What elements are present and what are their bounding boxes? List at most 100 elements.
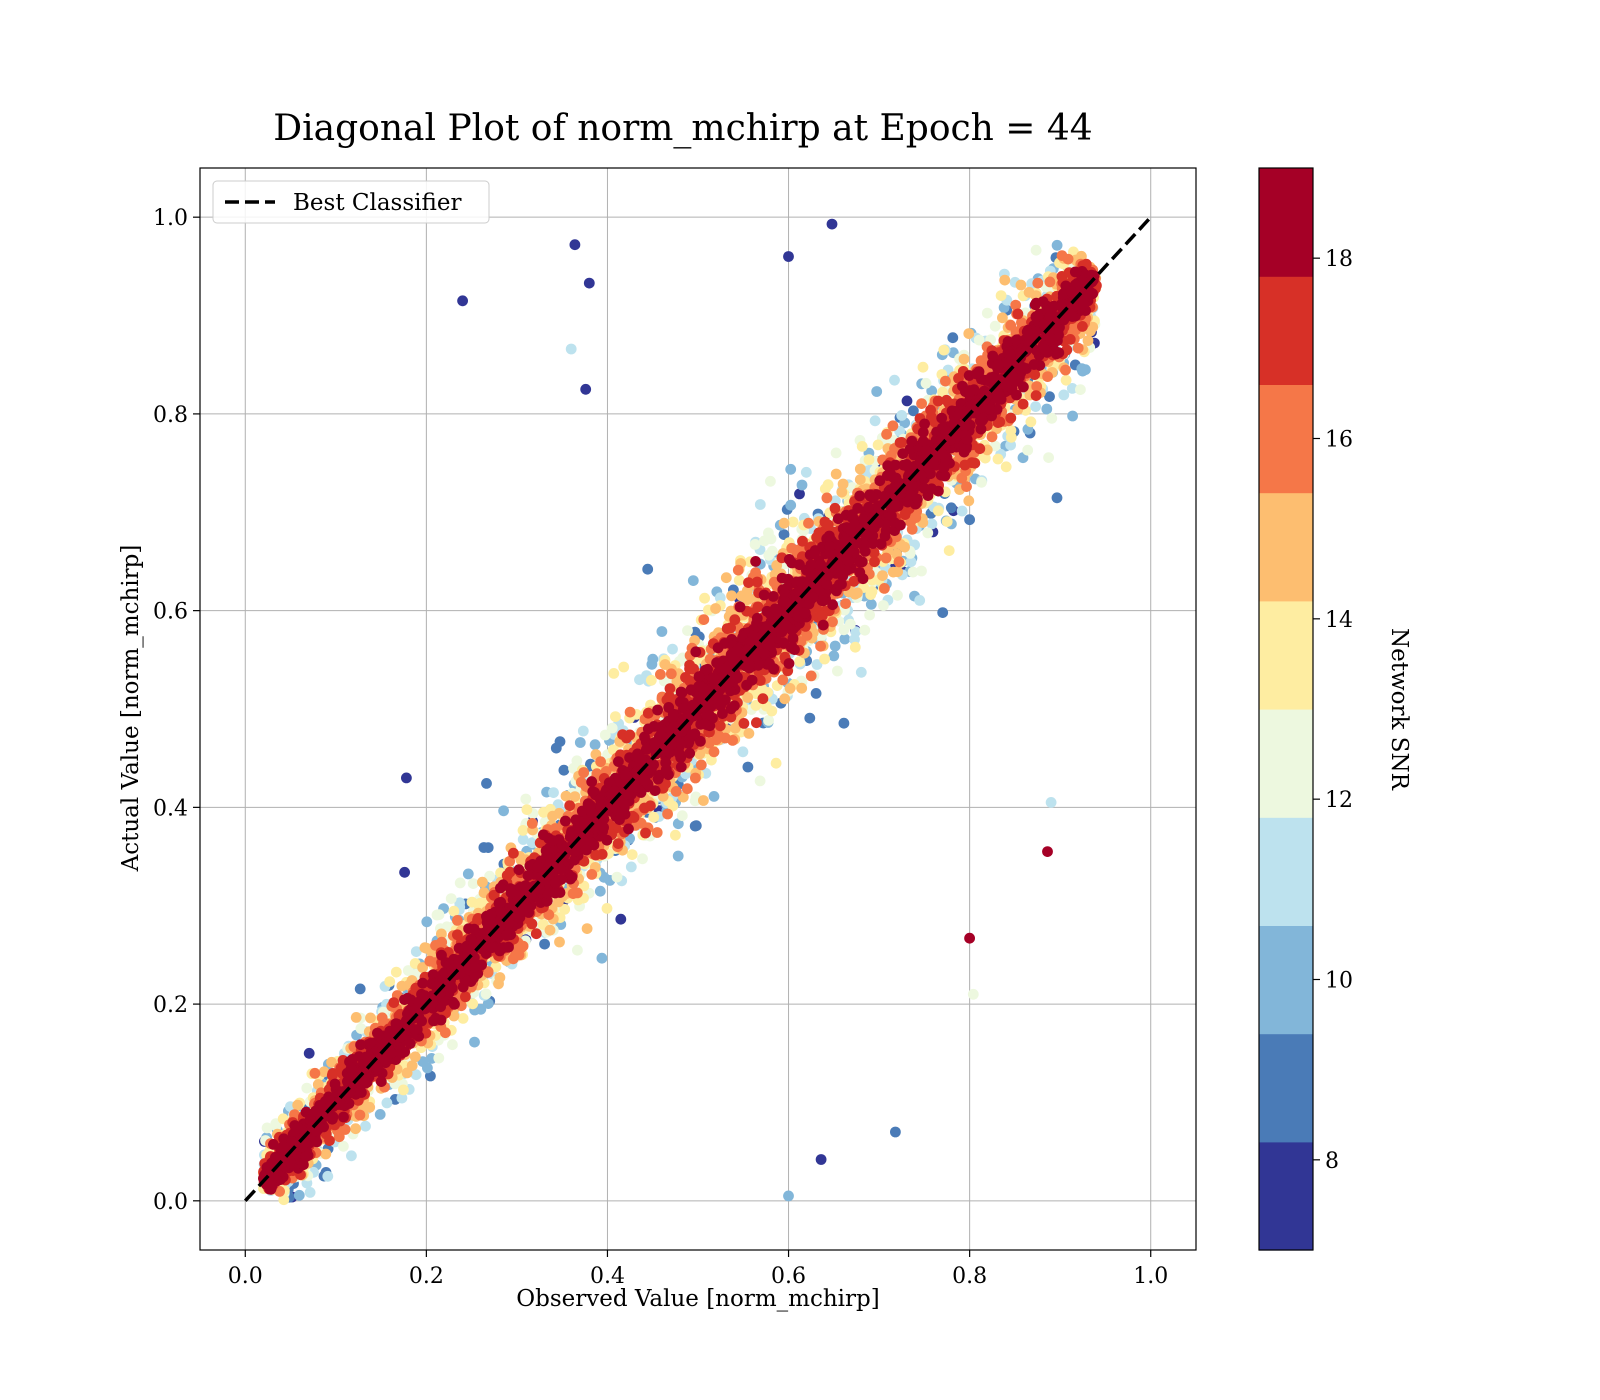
scatter-point: [565, 343, 577, 355]
scatter-point: [937, 607, 949, 618]
scatter-point: [859, 624, 871, 636]
scatter-point: [436, 928, 447, 940]
scatter-point: [292, 1099, 304, 1111]
scatter-point: [785, 499, 797, 511]
scatter-point: [355, 1023, 367, 1034]
scatter-point: [805, 670, 817, 682]
scatter-point: [312, 1079, 324, 1090]
scatter-point: [278, 1194, 290, 1206]
scatter-point: [462, 868, 474, 880]
scatter-point: [926, 385, 938, 397]
scatter-point: [726, 590, 737, 602]
scatter-point: [402, 965, 414, 976]
scatter-point: [1060, 364, 1071, 376]
scatter-point: [839, 633, 851, 645]
scatter-point: [1025, 416, 1037, 428]
scatter-point: [787, 516, 799, 528]
scatter-point: [548, 787, 559, 798]
scatter-point: [606, 722, 618, 734]
scatter-point: [689, 820, 701, 832]
scatter-point: [864, 609, 875, 621]
scatter-point: [850, 626, 862, 637]
scatter-point: [995, 290, 1007, 301]
scatter-point: [973, 334, 985, 346]
scatter-point: [504, 855, 516, 867]
scatter-point: [961, 481, 972, 492]
scatter-point: [682, 625, 693, 636]
chart-title: Diagonal Plot of norm_mchirp at Epoch = …: [273, 108, 1092, 149]
scatter-point: [800, 466, 812, 478]
scatter-point: [625, 861, 637, 873]
scatter-point: [642, 563, 654, 575]
scatter-point: [454, 877, 466, 889]
scatter-point: [699, 592, 710, 604]
scatter-point: [467, 998, 479, 1010]
scatter-point: [981, 307, 993, 319]
scatter-point: [595, 756, 606, 768]
scatter-point: [452, 915, 463, 926]
scatter-point: [932, 505, 944, 517]
scatter-point: [943, 545, 955, 556]
scatter-point: [670, 786, 682, 797]
scatter-point: [890, 1126, 901, 1138]
scatter-point: [698, 614, 710, 625]
scatter-point: [569, 239, 581, 251]
scatter-point: [940, 375, 951, 387]
scatter-point: [467, 878, 479, 889]
scatter-point: [662, 808, 673, 820]
scatter-point: [396, 1092, 408, 1104]
scatter-point: [346, 1150, 357, 1162]
scatter-point: [727, 735, 738, 746]
scatter-point: [856, 441, 868, 452]
scatter-point: [322, 1170, 334, 1182]
scatter-point: [914, 595, 926, 606]
scatter-point: [457, 295, 468, 307]
scatter-point: [830, 447, 842, 459]
scatter-point: [261, 1122, 273, 1134]
scatter-point: [569, 791, 581, 802]
scatter-point: [1075, 384, 1086, 395]
scatter-point: [596, 952, 608, 964]
scatter-point: [410, 946, 422, 957]
scatter-point: [742, 692, 754, 703]
scatter-point: [881, 428, 892, 440]
scatter-point: [354, 983, 366, 995]
scatter-point: [742, 761, 754, 773]
scatter-point: [517, 825, 529, 836]
scatter-point: [845, 618, 856, 630]
scatter-point: [568, 762, 579, 774]
scatter-point: [837, 478, 849, 490]
scatter-point: [779, 693, 791, 705]
scatter-point: [558, 764, 570, 776]
scatter-point: [469, 1036, 480, 1048]
scatter-points: [258, 218, 1102, 1206]
scatter-point: [783, 251, 794, 262]
scatter-point: [374, 1109, 386, 1120]
scatter-point: [732, 564, 744, 576]
scatter-point: [963, 328, 975, 339]
scatter-point: [670, 829, 681, 841]
scatter-point: [763, 715, 774, 726]
scatter-point: [830, 468, 842, 480]
scatter-point: [517, 834, 529, 845]
scatter-point: [819, 483, 831, 495]
scatter-point: [457, 1013, 469, 1024]
scatter-point: [521, 804, 533, 815]
scatter-point: [889, 374, 900, 386]
scatter-point: [360, 1120, 371, 1132]
scatter-point: [615, 913, 627, 925]
scatter-point: [425, 1070, 436, 1082]
scatter-point: [544, 924, 556, 936]
scatter-point: [854, 463, 866, 475]
scatter-point: [318, 1066, 330, 1078]
scatter-point: [794, 656, 805, 667]
scatter-point: [526, 837, 538, 849]
scatter-point: [765, 475, 776, 487]
scatter-point: [743, 728, 755, 739]
scatter-point: [554, 936, 565, 948]
scatter-point: [543, 909, 555, 921]
scatter-point: [832, 665, 843, 677]
scatter-point: [785, 463, 797, 475]
scatter-point: [445, 893, 457, 904]
scatter-point: [938, 344, 950, 356]
